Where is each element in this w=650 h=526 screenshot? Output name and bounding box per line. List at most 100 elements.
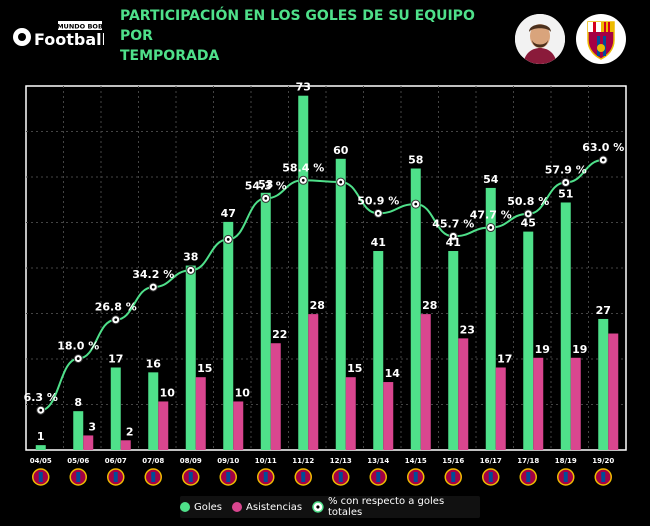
crest-stripe — [376, 472, 381, 482]
data-label-percentage: 50.8 % — [507, 195, 549, 208]
x-tick-label: 14/15 — [405, 457, 427, 465]
bar-goles — [148, 372, 159, 450]
data-label-asistencias: 10 — [160, 386, 176, 399]
bar-goles — [73, 411, 84, 450]
data-label-goles: 47 — [221, 207, 236, 220]
chart-title: PARTICIPACIÓN EN LOS GOLES DE SU EQUIPO … — [120, 6, 490, 66]
data-label-asistencias: 17 — [497, 352, 512, 365]
crest-stripe — [338, 472, 343, 482]
crest-stripe — [226, 472, 231, 482]
bar-goles — [448, 251, 459, 450]
bar-asistencias — [270, 343, 281, 450]
bar-asistencias — [308, 314, 319, 450]
crest-stripe — [113, 472, 118, 482]
percentage-line-path — [40, 159, 604, 412]
x-tick-label: 04/05 — [30, 457, 52, 465]
legend-label-asistencias: Asistencias — [246, 501, 303, 513]
bar-asistencias — [383, 382, 394, 450]
data-label-goles: 60 — [333, 144, 349, 157]
legend-item-porcentaje: % con respecto a goles totales — [312, 496, 480, 518]
data-label-percentage: 54.3 % — [245, 179, 287, 192]
crest-stripe — [563, 472, 568, 482]
soccer-ball-marker-dot — [376, 211, 380, 215]
player-portrait-icon — [515, 14, 565, 64]
soccer-ball-marker-dot — [339, 180, 343, 184]
soccer-ball-marker-dot — [39, 408, 43, 412]
crest-stripe — [488, 472, 493, 482]
legend-item-goles: Goles — [180, 502, 222, 513]
bar-goles — [335, 158, 346, 451]
x-tick-label: 06/07 — [105, 457, 127, 465]
data-label-percentage: 45.7 % — [432, 217, 474, 230]
soccer-ball-marker-dot — [264, 196, 268, 200]
bar-goles — [598, 318, 609, 450]
bar-goles — [560, 202, 571, 450]
data-label-asistencias: 10 — [235, 386, 251, 399]
bar-goles — [373, 251, 384, 450]
legend-swatch-asistencias — [232, 502, 243, 512]
crest-stripe — [301, 472, 306, 482]
fc-barcelona-crest-icon — [576, 14, 626, 64]
bar-goles — [298, 95, 309, 450]
soccer-ball-marker-dot — [76, 357, 80, 360]
soccer-ball-marker-dot — [301, 178, 305, 182]
data-label-goles: 45 — [521, 217, 536, 230]
data-label-asistencias: 2 — [126, 425, 134, 438]
bars — [35, 95, 619, 451]
data-label-goles: 58 — [408, 154, 423, 167]
data-labels: 1 83 17 2 16 10 38 15 47 10 53 22 73 28 60 15 41 14 58 28 41… — [24, 81, 625, 443]
data-label-goles: 38 — [183, 251, 198, 264]
data-label-asistencias: 23 — [460, 323, 475, 336]
crest-stripe — [188, 472, 193, 482]
x-tick-label: 09/10 — [217, 457, 239, 465]
data-label-asistencias: 19 — [535, 343, 550, 356]
crest-stripe — [76, 472, 81, 482]
data-label-percentage: 6.3 % — [24, 391, 58, 404]
data-label-asistencias: 15 — [347, 362, 362, 375]
x-axis: 04/05 05/06 06/07 07/08 08/09 09/10 10/11 11/12… — [30, 457, 614, 486]
brand-main: Football — [34, 30, 104, 49]
grid — [25, 85, 627, 451]
soccer-ball-icon — [312, 501, 324, 513]
data-label-goles: 41 — [371, 236, 386, 249]
bar-asistencias — [495, 367, 506, 450]
x-tick-label: 05/06 — [67, 457, 89, 465]
soccer-ball-marker-dot — [489, 226, 493, 229]
legend-swatch-goles — [180, 502, 190, 512]
x-tick-label: 12/13 — [330, 457, 352, 465]
data-label-percentage: 57.9 % — [545, 164, 587, 177]
data-label-percentage: 50.9 % — [357, 194, 399, 207]
crest-stripe — [526, 472, 531, 482]
x-tick-label: 19/20 — [592, 457, 614, 465]
data-label-asistencias: 15 — [197, 362, 212, 375]
chart-area: 1 83 17 2 16 10 38 15 47 10 53 22 73 28 60 15 41 14 58 28 41… — [24, 81, 627, 486]
data-label-percentage: 63.0 % — [582, 141, 624, 154]
bar-asistencias — [420, 314, 431, 450]
data-label-asistencias: 3 — [88, 420, 96, 433]
bar-goles — [485, 187, 496, 451]
legend-label-porcentaje: % con respecto a goles totales — [327, 496, 445, 518]
soccer-ball-marker-dot — [226, 238, 230, 241]
soccer-ball-marker-dot — [526, 212, 530, 216]
bar-goles — [523, 231, 534, 450]
x-tick-label: 08/09 — [180, 457, 202, 465]
data-label-asistencias: 28 — [310, 299, 325, 312]
soccer-ball-marker-dot — [414, 202, 418, 206]
bar-goles — [110, 367, 121, 450]
bar-asistencias — [345, 377, 356, 450]
data-label-percentage: 58.4 % — [282, 161, 324, 174]
data-label-goles: 73 — [296, 81, 311, 94]
bar-goles — [185, 265, 196, 450]
bar-goles — [260, 192, 271, 451]
bar-goles — [223, 221, 234, 450]
data-label-percentage: 26.8 % — [95, 301, 137, 314]
data-label-percentage: 47.7 % — [470, 209, 512, 222]
chart-title-line-2: TEMPORADA — [120, 48, 220, 64]
bar-asistencias — [570, 357, 581, 450]
soccer-ball-marker-dot — [151, 285, 155, 289]
crest-stripe — [413, 472, 418, 482]
x-tick-label: 16/17 — [480, 457, 502, 465]
bar-asistencias — [608, 333, 619, 450]
data-label-goles: 1 — [37, 430, 45, 443]
data-label-asistencias: 28 — [422, 299, 437, 312]
